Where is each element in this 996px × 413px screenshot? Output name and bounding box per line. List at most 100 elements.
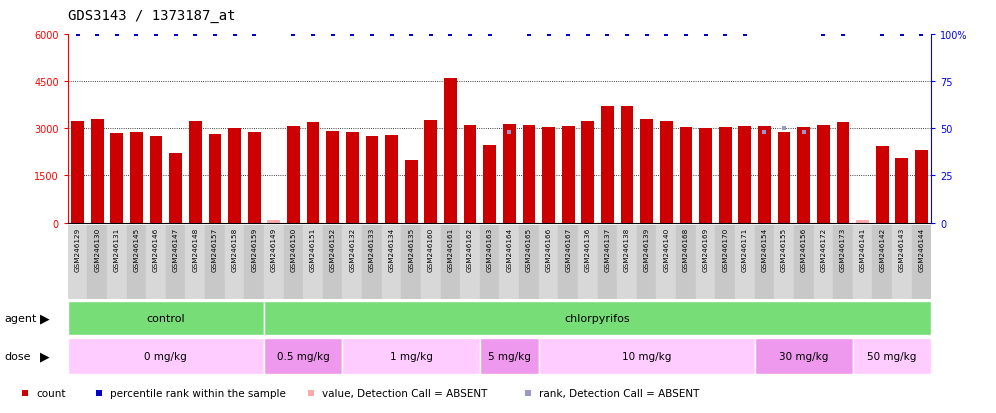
Text: GSM246155: GSM246155 [781, 227, 787, 271]
Bar [778, 133, 791, 223]
Bar [346, 132, 359, 223]
Bar [483, 145, 496, 223]
Bar [480, 339, 539, 374]
Text: GSM246160: GSM246160 [428, 227, 434, 271]
Bar [71, 121, 84, 223]
Bar [464, 126, 476, 223]
Text: 0 mg/kg: 0 mg/kg [144, 351, 187, 361]
Bar [601, 107, 614, 223]
Bar [676, 225, 696, 299]
Bar [539, 339, 755, 374]
Bar [264, 225, 284, 299]
Text: dose: dose [4, 351, 31, 361]
Bar [264, 301, 931, 335]
Text: GSM246154: GSM246154 [761, 227, 768, 271]
Text: GSM246166: GSM246166 [546, 227, 552, 271]
Bar [244, 225, 264, 299]
Bar [755, 339, 853, 374]
Bar [149, 137, 162, 223]
Bar [774, 225, 794, 299]
Text: GSM246157: GSM246157 [212, 227, 218, 271]
Bar [68, 301, 264, 335]
Bar [130, 133, 142, 223]
Bar [618, 225, 636, 299]
Bar [381, 225, 401, 299]
Text: 30 mg/kg: 30 mg/kg [779, 351, 829, 361]
Text: GSM246139: GSM246139 [643, 227, 649, 271]
Text: GSM246161: GSM246161 [447, 227, 453, 271]
Text: rank, Detection Call = ABSENT: rank, Detection Call = ABSENT [540, 387, 700, 398]
Text: GSM246167: GSM246167 [565, 227, 571, 271]
Bar [833, 225, 853, 299]
Bar [363, 225, 381, 299]
Text: GSM246169: GSM246169 [702, 227, 708, 271]
Bar [480, 225, 500, 299]
Text: 1 mg/kg: 1 mg/kg [389, 351, 432, 361]
Text: GSM246138: GSM246138 [624, 227, 630, 271]
Bar [88, 225, 107, 299]
Bar [343, 225, 363, 299]
Text: GSM246164: GSM246164 [506, 227, 512, 271]
Bar [582, 121, 595, 223]
Bar [267, 221, 280, 223]
Bar [440, 225, 460, 299]
Bar [208, 134, 221, 223]
Text: GSM246133: GSM246133 [369, 227, 374, 271]
Bar [68, 339, 264, 374]
Text: GSM246156: GSM246156 [801, 227, 807, 271]
Bar [679, 128, 692, 223]
Bar [915, 151, 928, 223]
Bar [421, 225, 440, 299]
Text: ▶: ▶ [40, 350, 50, 363]
Bar [189, 121, 201, 223]
Text: GSM246148: GSM246148 [192, 227, 198, 271]
Bar [794, 225, 814, 299]
Bar [248, 133, 261, 223]
Text: chlorpyrifos: chlorpyrifos [565, 313, 630, 323]
Text: GSM246172: GSM246172 [821, 227, 827, 271]
Bar [68, 225, 88, 299]
Bar [798, 128, 810, 223]
Bar [598, 225, 618, 299]
Bar [500, 225, 519, 299]
Text: GSM246142: GSM246142 [879, 227, 885, 271]
Text: GSM246159: GSM246159 [251, 227, 257, 271]
Bar [303, 225, 323, 299]
Text: agent: agent [4, 313, 37, 323]
Bar [817, 126, 830, 223]
Text: GSM246140: GSM246140 [663, 227, 669, 271]
Text: 50 mg/kg: 50 mg/kg [868, 351, 916, 361]
Text: GSM246171: GSM246171 [742, 227, 748, 271]
Bar [837, 123, 850, 223]
Text: ▶: ▶ [40, 311, 50, 325]
Bar [539, 225, 559, 299]
Bar [185, 225, 205, 299]
Bar [719, 128, 732, 223]
Bar [366, 137, 378, 223]
Bar [323, 225, 343, 299]
Text: GSM246129: GSM246129 [75, 227, 81, 271]
Bar [699, 129, 712, 223]
Text: GSM246131: GSM246131 [114, 227, 120, 271]
Bar [814, 225, 833, 299]
Bar [205, 225, 225, 299]
Bar [225, 225, 244, 299]
Text: GSM246141: GSM246141 [860, 227, 866, 271]
Bar [107, 225, 126, 299]
Text: GSM246170: GSM246170 [722, 227, 728, 271]
Bar [656, 225, 676, 299]
Bar [126, 225, 146, 299]
Bar [640, 120, 653, 223]
Text: GSM246144: GSM246144 [918, 227, 924, 271]
Bar [327, 131, 339, 223]
Text: 0.5 mg/kg: 0.5 mg/kg [277, 351, 330, 361]
Text: GSM246130: GSM246130 [95, 227, 101, 271]
Text: GSM246163: GSM246163 [487, 227, 493, 271]
Bar [404, 160, 417, 223]
Text: GSM246165: GSM246165 [526, 227, 532, 271]
Text: percentile rank within the sample: percentile rank within the sample [111, 387, 287, 398]
Text: control: control [146, 313, 185, 323]
Text: GSM246147: GSM246147 [172, 227, 178, 271]
Bar [578, 225, 598, 299]
Bar [853, 225, 872, 299]
